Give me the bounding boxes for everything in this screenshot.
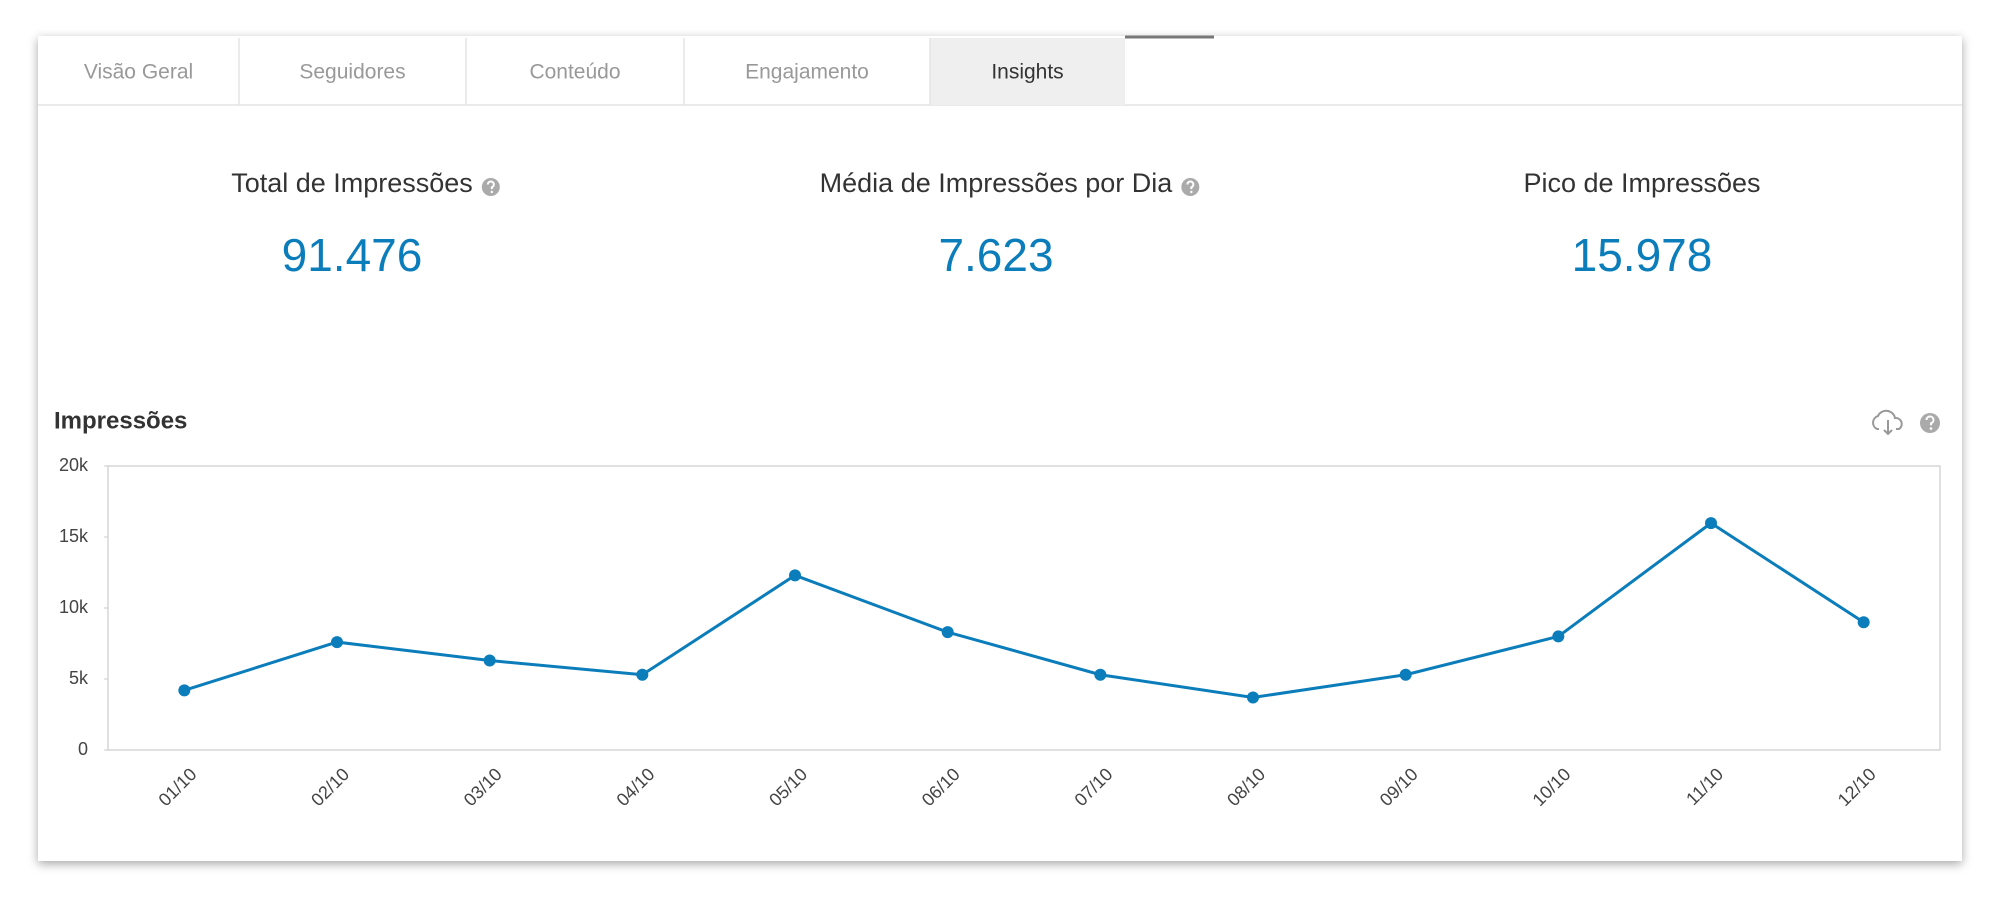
help-icon[interactable] (1181, 178, 1200, 196)
help-glyph (1186, 180, 1195, 190)
stat-title: Total de Impressões (231, 168, 473, 198)
card (38, 36, 1962, 861)
marker (789, 569, 801, 582)
help-icon[interactable] (481, 178, 500, 196)
stat-value: 7.623 (938, 229, 1053, 281)
marker (636, 668, 649, 681)
y-tick-label: 15k (59, 526, 89, 546)
marker (331, 636, 343, 649)
marker (1094, 668, 1107, 681)
marker (1705, 517, 1717, 530)
line (183, 521, 1865, 699)
stat-value: 91.476 (282, 229, 423, 281)
y-tick-label: 20k (59, 455, 89, 475)
help-dot (490, 190, 494, 194)
help-icon[interactable] (1920, 413, 1940, 433)
marker (1552, 630, 1565, 643)
help-dot (1190, 190, 1193, 194)
download-icon[interactable] (1872, 409, 1903, 436)
stat-title: Pico de Impressões (1523, 168, 1760, 198)
y-tick-label: 10k (59, 597, 89, 617)
tab[interactable]: Seguidores (299, 61, 405, 84)
tab[interactable]: Insights (991, 61, 1063, 84)
marker (1247, 691, 1259, 704)
tab[interactable]: Visão Geral (84, 61, 193, 84)
y-tick-label: 0 (78, 739, 88, 759)
marker (1399, 668, 1412, 681)
marker (483, 654, 496, 667)
marker (1857, 616, 1870, 629)
tab-active-bg (930, 38, 1125, 105)
tab[interactable]: Conteúdo (529, 61, 620, 84)
tab[interactable]: Engajamento (745, 61, 869, 84)
stat-title: Média de Impressões por Dia (820, 168, 1174, 198)
stat-value: 15.978 (1572, 229, 1713, 281)
chart-title: Impressões (54, 407, 187, 434)
marker (941, 626, 954, 639)
help-glyph (486, 180, 495, 190)
marker (178, 684, 191, 697)
y-tick-label: 5k (69, 668, 89, 688)
